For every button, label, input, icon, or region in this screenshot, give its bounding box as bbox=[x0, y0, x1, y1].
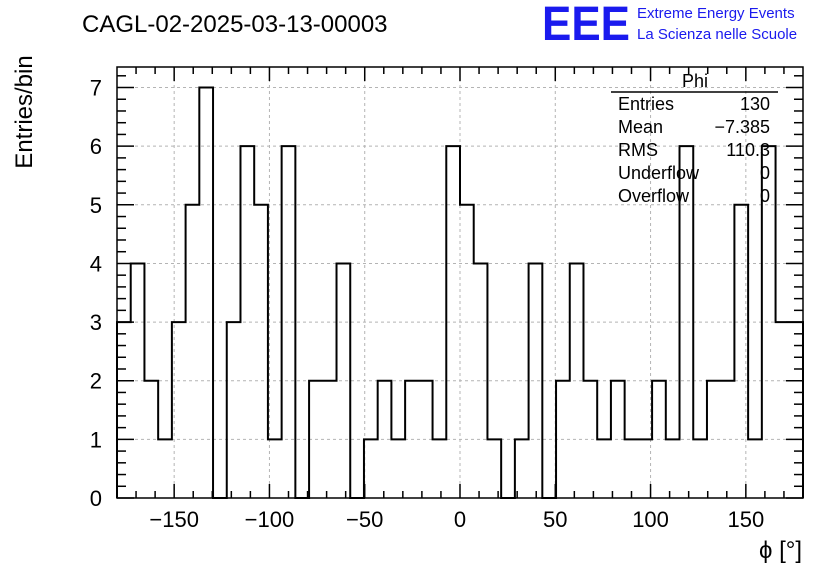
y-tick-label: 4 bbox=[90, 251, 102, 276]
stats-value-rms: 110.3 bbox=[726, 140, 770, 160]
histogram-bar bbox=[611, 381, 625, 498]
x-tick-label: −50 bbox=[346, 507, 383, 532]
histogram-bar bbox=[391, 439, 405, 498]
histogram-bar bbox=[652, 381, 666, 498]
eee-logo: EEE Extreme Energy Events La Scienza nel… bbox=[542, 0, 797, 51]
histogram-bar bbox=[776, 322, 790, 498]
histogram-bar bbox=[734, 205, 748, 498]
histogram-bar bbox=[309, 381, 323, 498]
histogram-bar bbox=[405, 381, 419, 498]
histogram-bar bbox=[186, 205, 200, 498]
histogram-bar bbox=[556, 381, 570, 498]
histogram-bar bbox=[638, 439, 652, 498]
histogram-bar bbox=[597, 439, 611, 498]
histogram-bar bbox=[144, 381, 158, 498]
stats-box: Phi Entries 130 Mean −7.385 RMS 110.3 Un… bbox=[611, 71, 778, 206]
x-tick-label: 0 bbox=[454, 507, 466, 532]
histogram-bar bbox=[433, 439, 447, 498]
histogram-bar bbox=[240, 146, 254, 498]
plot-frame bbox=[116, 66, 804, 499]
eee-logo-mark: EEE bbox=[542, 0, 630, 51]
histogram-bar bbox=[254, 205, 268, 498]
y-tick-label: 0 bbox=[90, 486, 102, 511]
y-tick-label: 1 bbox=[90, 427, 102, 452]
histogram-bar bbox=[707, 381, 721, 498]
histogram-bar bbox=[789, 322, 803, 498]
histogram-bar bbox=[323, 381, 337, 498]
histogram-bar bbox=[282, 146, 296, 498]
y-axis-title: Entries/bin bbox=[11, 55, 38, 168]
histogram-bar bbox=[748, 439, 762, 498]
histogram-bar bbox=[117, 322, 131, 498]
y-tick-label: 2 bbox=[90, 369, 102, 394]
histogram-bar bbox=[378, 381, 392, 498]
x-tick-label: 100 bbox=[632, 507, 669, 532]
stats-label-overflow: Overflow bbox=[618, 186, 690, 206]
stats-value-overflow: 0 bbox=[760, 186, 770, 206]
y-tick-label: 7 bbox=[90, 76, 102, 101]
histogram-bar bbox=[446, 146, 460, 498]
histogram-bar bbox=[131, 263, 145, 498]
y-tick-label: 5 bbox=[90, 193, 102, 218]
histogram-bar bbox=[570, 263, 584, 498]
x-tick-label: −150 bbox=[149, 507, 199, 532]
histogram-bar bbox=[364, 439, 378, 498]
histogram-bar bbox=[227, 322, 241, 498]
stats-label-rms: RMS bbox=[618, 140, 658, 160]
histogram-bar bbox=[474, 263, 488, 498]
histogram-bar bbox=[625, 439, 639, 498]
chart-title: CAGL-02-2025-03-13-00003 bbox=[82, 11, 388, 38]
histogram-bar bbox=[199, 88, 213, 498]
tick-labels: −150 −100 −50 0 50 100 150 0 1 2 3 4 5 6 7 bbox=[90, 76, 764, 532]
stats-label-mean: Mean bbox=[618, 117, 663, 137]
stats-label-entries: Entries bbox=[618, 94, 674, 114]
eee-logo-line2: La Scienza nelle Scuole bbox=[637, 26, 797, 43]
x-tick-label: 50 bbox=[543, 507, 567, 532]
stats-value-underflow: 0 bbox=[760, 163, 770, 183]
histogram-bar bbox=[172, 322, 186, 498]
stats-title: Phi bbox=[682, 71, 708, 91]
histogram-bar bbox=[721, 381, 735, 498]
stats-value-entries: 130 bbox=[740, 94, 770, 114]
y-tick-label: 3 bbox=[90, 310, 102, 335]
stats-label-underflow: Underflow bbox=[618, 163, 700, 183]
histogram-bar bbox=[487, 439, 501, 498]
axis-ticks bbox=[117, 67, 803, 499]
histogram-bar bbox=[419, 381, 433, 498]
x-tick-label: 150 bbox=[727, 507, 764, 532]
histogram-bar bbox=[583, 381, 597, 498]
histogram-bar bbox=[268, 439, 282, 498]
x-tick-label: −100 bbox=[245, 507, 295, 532]
histogram-bins bbox=[117, 88, 803, 498]
eee-logo-line1: Extreme Energy Events bbox=[637, 5, 795, 22]
histogram-bar bbox=[666, 439, 680, 498]
histogram-bar bbox=[515, 439, 529, 498]
histogram-bar bbox=[693, 439, 707, 498]
y-tick-label: 6 bbox=[90, 134, 102, 159]
histogram-bar bbox=[158, 439, 172, 498]
histogram-bar bbox=[460, 205, 474, 498]
x-axis-title: ϕ [°] bbox=[759, 537, 802, 564]
histogram-bar bbox=[529, 263, 543, 498]
histogram-bar bbox=[337, 263, 351, 498]
stats-value-mean: −7.385 bbox=[714, 117, 770, 137]
